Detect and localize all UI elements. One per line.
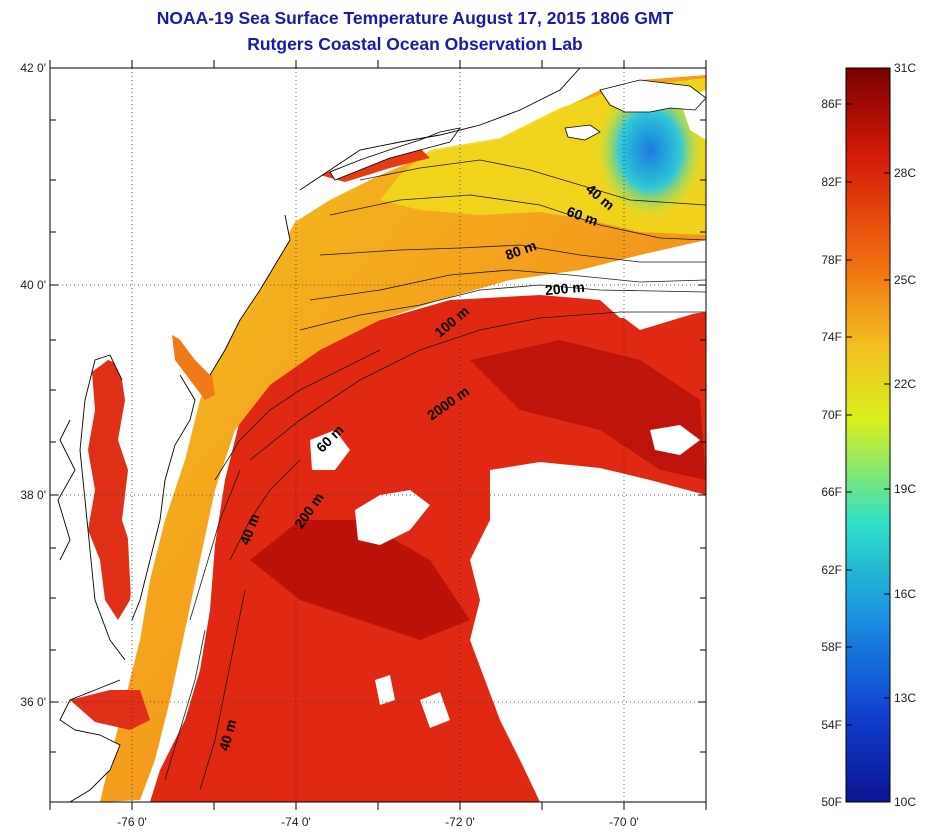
sst-map: 40 m 60 m 80 m 200 m 100 m 2000 m 60 m 2… bbox=[50, 68, 706, 802]
colorbar-c-label: 31C bbox=[894, 61, 916, 75]
contour-80m bbox=[319, 244, 706, 263]
colorbar-f-label: 86F bbox=[821, 97, 842, 111]
contour-60m-north bbox=[329, 194, 706, 241]
lon-label: -72 0' bbox=[445, 815, 475, 829]
lon-label: -74 0' bbox=[281, 815, 311, 829]
contour-60m-south bbox=[214, 349, 381, 481]
colorbar-f-label: 66F bbox=[821, 485, 842, 499]
colorbar-f-label: 70F bbox=[821, 408, 842, 422]
lat-label: 36 0' bbox=[20, 695, 46, 709]
axis-ticks bbox=[49, 60, 707, 810]
chart-title: NOAA-19 Sea Surface Temperature August 1… bbox=[156, 8, 674, 28]
delaware-bay bbox=[172, 335, 215, 400]
colorbar-f-label: 82F bbox=[821, 175, 842, 189]
colorbar-c-label: 28C bbox=[894, 166, 916, 180]
colorbar-f-label: 50F bbox=[821, 795, 842, 809]
contour-label: 40 m bbox=[216, 718, 240, 753]
colorbar-f-label: 54F bbox=[821, 718, 842, 732]
colorbar-f-label: 62F bbox=[821, 563, 842, 577]
graticule bbox=[50, 68, 706, 802]
mainland bbox=[50, 68, 580, 802]
colorbar-gradient bbox=[845, 67, 891, 803]
lat-label: 40 0' bbox=[20, 278, 46, 292]
contour-40m-hatteras bbox=[164, 629, 206, 781]
ocean-deep-red-region-2 bbox=[470, 340, 706, 480]
bathymetry-contours bbox=[164, 159, 706, 791]
contour-40m-north bbox=[359, 159, 706, 206]
cloud-cover bbox=[310, 90, 706, 802]
colorbar-f-label: 58F bbox=[821, 640, 842, 654]
lat-label: 42 0' bbox=[20, 61, 46, 75]
cold-water-region bbox=[595, 80, 705, 220]
nantucket-island bbox=[564, 124, 601, 141]
colorbar-c-label: 25C bbox=[894, 273, 916, 287]
contour-200m-north bbox=[299, 284, 706, 331]
cape-cod bbox=[599, 79, 706, 113]
chart-subtitle: Rutgers Coastal Ocean Observation Lab bbox=[247, 34, 583, 54]
lon-label: -76 0' bbox=[117, 815, 147, 829]
contour-label: 200 m bbox=[544, 279, 585, 298]
long-island bbox=[329, 127, 461, 181]
colorbar-c-label: 10C bbox=[894, 795, 916, 809]
colorbar-c-label: 22C bbox=[894, 377, 916, 391]
colorbar-c-label: 13C bbox=[894, 691, 916, 705]
lat-label: 38 0' bbox=[20, 488, 46, 502]
colorbar-c-label: 19C bbox=[894, 482, 916, 496]
coastline bbox=[57, 68, 581, 802]
contour-200m-south bbox=[229, 459, 301, 561]
lon-label: -70 0' bbox=[609, 815, 639, 829]
colorbar-c-label: 16C bbox=[894, 587, 916, 601]
colorbar-f-label: 74F bbox=[821, 330, 842, 344]
pamlico-sound bbox=[70, 690, 150, 730]
ocean-deep-red-region bbox=[250, 520, 470, 640]
colorbar: 86F 82F 78F 74F 70F 66F 62F 58F 54F 50F … bbox=[821, 61, 916, 809]
shelf-water-region bbox=[100, 75, 706, 802]
colorbar-f-label: 78F bbox=[821, 253, 842, 267]
contour-2000m bbox=[249, 311, 706, 461]
contour-100m bbox=[309, 269, 706, 301]
chesapeake-bay bbox=[88, 360, 135, 620]
